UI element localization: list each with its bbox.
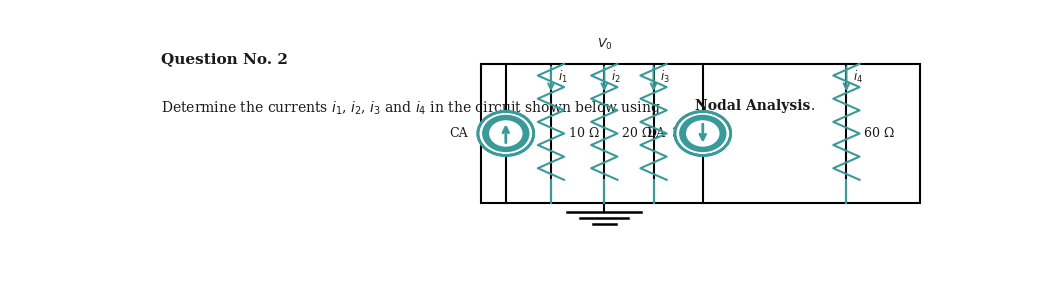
Ellipse shape: [675, 111, 731, 156]
Text: Question No. 2: Question No. 2: [161, 52, 288, 66]
Ellipse shape: [489, 120, 522, 147]
Bar: [481, 64, 920, 203]
Text: $i_2$: $i_2$: [611, 69, 621, 85]
Ellipse shape: [478, 111, 534, 156]
Text: Determine the currents $i_1$, $i_2$, $i_3$ and $i_4$ in the circuit shown below : Determine the currents $i_1$, $i_2$, $i_…: [161, 99, 661, 117]
Text: 20 Ω: 20 Ω: [623, 127, 652, 140]
Ellipse shape: [686, 120, 719, 147]
Ellipse shape: [482, 115, 530, 152]
Text: $i_4$: $i_4$: [852, 69, 863, 85]
Text: $i_3$: $i_3$: [660, 69, 670, 85]
Text: Nodal Analysis: Nodal Analysis: [696, 99, 811, 113]
Text: $V_0$: $V_0$: [596, 37, 612, 52]
Text: 60 Ω: 60 Ω: [864, 127, 895, 140]
Text: DA: DA: [646, 127, 665, 140]
Text: 30 Ω: 30 Ω: [671, 127, 702, 140]
Text: 10 Ω: 10 Ω: [569, 127, 599, 140]
Text: CA: CA: [449, 127, 468, 140]
Text: $i_1$: $i_1$: [557, 69, 568, 85]
Ellipse shape: [679, 115, 726, 152]
Text: .: .: [810, 99, 814, 113]
